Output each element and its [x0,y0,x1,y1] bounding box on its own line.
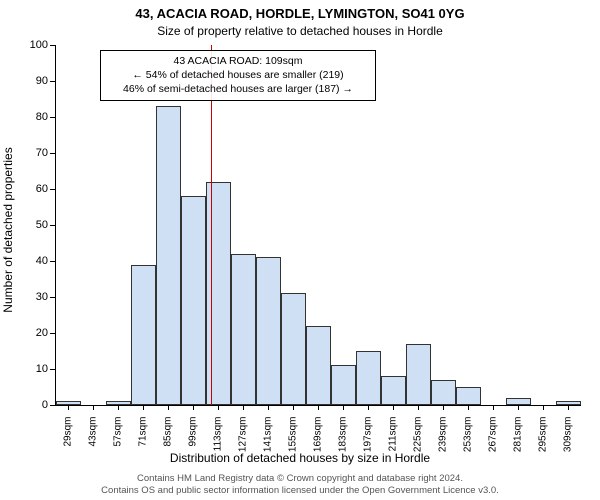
annotation-line2: ← 54% of detached houses are smaller (21… [107,68,369,82]
x-tick-mark [193,405,194,410]
chart-title: 43, ACACIA ROAD, HORDLE, LYMINGTON, SO41… [0,6,600,21]
x-tick-mark [443,405,444,410]
x-tick-mark [243,405,244,410]
histogram-bar [231,254,256,405]
y-tick-mark [50,153,55,154]
histogram-bar [381,376,406,405]
x-tick-mark [568,405,569,410]
histogram-bar [306,326,331,405]
histogram-bar [181,196,206,405]
annotation-line3: 46% of semi-detached houses are larger (… [107,82,369,96]
histogram-bar [206,182,231,405]
y-tick-mark [50,225,55,226]
x-axis-label: Distribution of detached houses by size … [0,451,600,465]
x-tick-mark [168,405,169,410]
annotation-box: 43 ACACIA ROAD: 109sqm ← 54% of detached… [100,50,376,101]
y-tick-label: 90 [36,75,48,87]
y-tick-mark [50,117,55,118]
histogram-bar [356,351,381,405]
histogram-bar [506,398,531,405]
y-tick-label: 0 [42,399,48,411]
y-tick-mark [50,189,55,190]
y-tick-mark [50,369,55,370]
y-tick-mark [50,81,55,82]
histogram-bar [256,257,281,405]
x-tick-mark [118,405,119,410]
y-tick-label: 100 [30,39,48,51]
histogram-bar [456,387,481,405]
histogram-bar [106,401,131,405]
histogram-bar [156,106,181,405]
x-tick-mark [393,405,394,410]
histogram-bar [431,380,456,405]
y-axis-label: Number of detached properties [1,147,15,312]
x-tick-mark [143,405,144,410]
y-tick-label: 50 [36,219,48,231]
histogram-bar [406,344,431,405]
footer-text: Contains HM Land Registry data © Crown c… [0,473,600,497]
x-tick-mark [93,405,94,410]
y-tick-label: 30 [36,291,48,303]
x-tick-mark [493,405,494,410]
x-tick-mark [218,405,219,410]
histogram-bar [56,401,81,405]
y-tick-mark [50,297,55,298]
x-tick-mark [318,405,319,410]
y-tick-label: 40 [36,255,48,267]
x-tick-mark [68,405,69,410]
y-tick-label: 20 [36,327,48,339]
x-tick-mark [293,405,294,410]
histogram-bar [281,293,306,405]
y-tick-mark [50,333,55,334]
x-tick-mark [343,405,344,410]
footer-line1: Contains HM Land Registry data © Crown c… [0,473,600,485]
histogram-bar [331,365,356,405]
y-tick-label: 70 [36,147,48,159]
x-tick-mark [268,405,269,410]
footer-line2: Contains OS and public sector informatio… [0,485,600,497]
y-tick-mark [50,45,55,46]
x-tick-mark [543,405,544,410]
x-tick-mark [418,405,419,410]
chart-subtitle: Size of property relative to detached ho… [0,24,600,38]
y-tick-mark [50,261,55,262]
histogram-bar [131,265,156,405]
annotation-line1: 43 ACACIA ROAD: 109sqm [107,54,369,68]
x-tick-mark [468,405,469,410]
histogram-bar [556,401,581,405]
chart-container: 43, ACACIA ROAD, HORDLE, LYMINGTON, SO41… [0,0,600,500]
y-tick-label: 60 [36,183,48,195]
y-tick-mark [50,405,55,406]
y-tick-label: 80 [36,111,48,123]
x-tick-mark [518,405,519,410]
x-tick-mark [368,405,369,410]
y-tick-label: 10 [36,363,48,375]
